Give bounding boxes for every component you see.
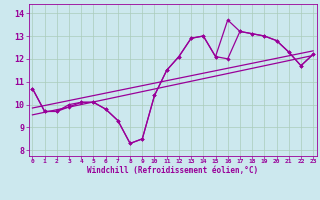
X-axis label: Windchill (Refroidissement éolien,°C): Windchill (Refroidissement éolien,°C)	[87, 166, 258, 175]
